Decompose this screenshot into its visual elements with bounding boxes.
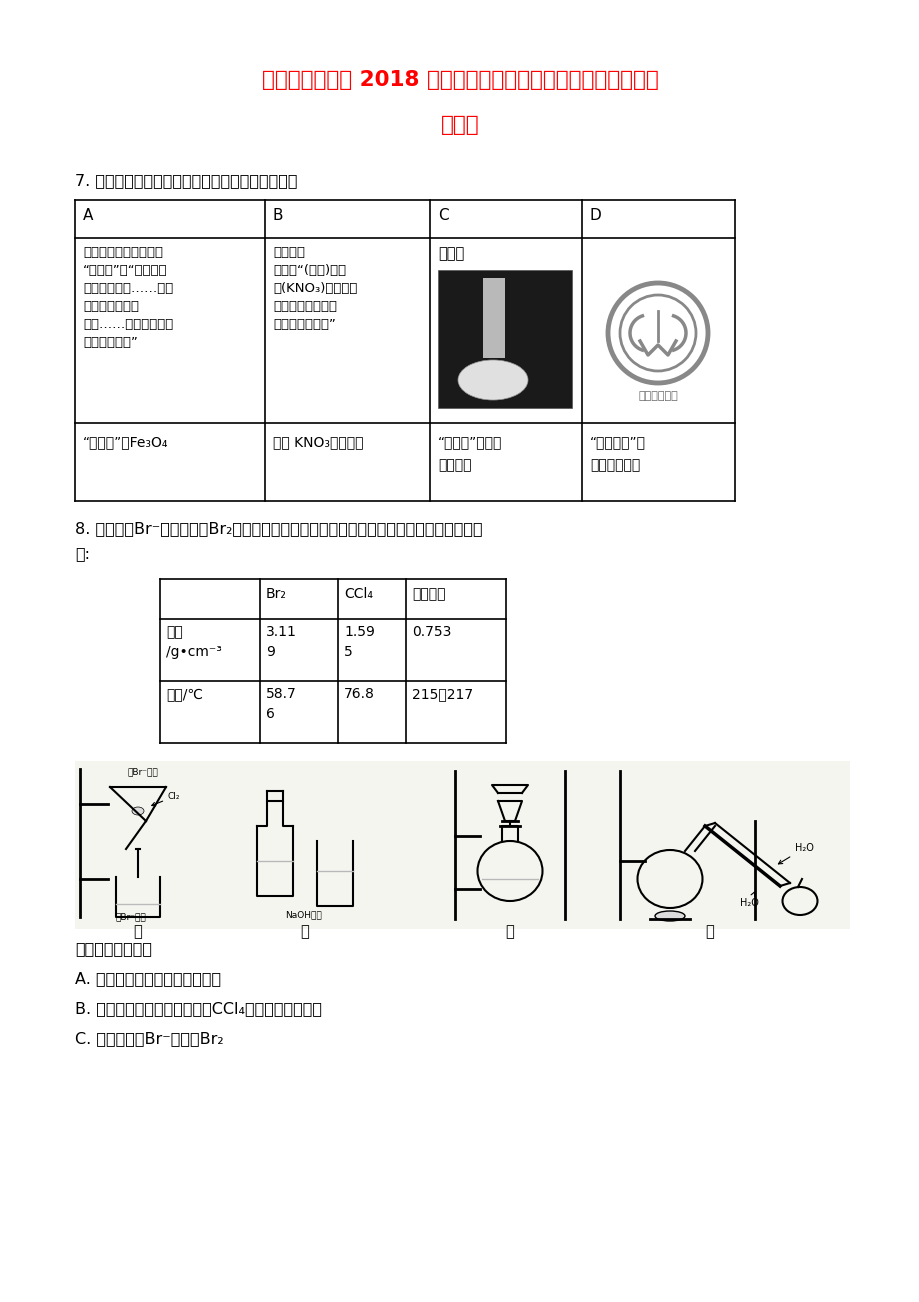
Text: NaOH溶液: NaOH溶液: [285, 910, 322, 919]
Text: “绿色食品”是
指绿色的食品: “绿色食品”是 指绿色的食品: [589, 435, 645, 471]
Text: D: D: [589, 208, 601, 223]
Text: 乙: 乙: [301, 924, 309, 939]
Text: 5: 5: [344, 644, 352, 659]
Text: 3.11: 3.11: [266, 625, 297, 639]
Text: 6: 6: [266, 707, 275, 721]
Text: 含Br⁻废水: 含Br⁻废水: [128, 767, 159, 776]
Text: 绿色食品标志: 绿色食品标志: [638, 391, 677, 401]
Text: Cl₂: Cl₂: [152, 792, 180, 806]
Text: “可燃冰”是可以
燃烧的水: “可燃冰”是可以 燃烧的水: [437, 435, 502, 471]
Text: 知:: 知:: [75, 546, 90, 561]
Text: CCl₄: CCl₄: [344, 587, 372, 602]
Bar: [482, 279, 505, 358]
Text: 正十二烷: 正十二烷: [412, 587, 445, 602]
Text: 8. 一种从含Br⁻废水中提取Br₂的过程，包括过滤、氧化、正十二烷萃取及蒸馏等步骤。已: 8. 一种从含Br⁻废水中提取Br₂的过程，包括过滤、氧化、正十二烷萃取及蒸馏等…: [75, 521, 482, 536]
Text: 215～217: 215～217: [412, 687, 472, 700]
Text: 沸点/℃: 沸点/℃: [165, 687, 203, 700]
Text: 9: 9: [266, 644, 275, 659]
Ellipse shape: [458, 359, 528, 400]
Text: “铁线粉”是Fe₃O₄: “铁线粉”是Fe₃O₄: [83, 435, 168, 449]
Text: 河南省豫南九校 2018 届高三理综（化学部分）下学期第一次联: 河南省豫南九校 2018 届高三理综（化学部分）下学期第一次联: [261, 70, 658, 90]
Text: /g•cm⁻³: /g•cm⁻³: [165, 644, 221, 659]
Ellipse shape: [131, 807, 144, 815]
Text: 下列说法正确的是: 下列说法正确的是: [75, 941, 152, 956]
Text: 《本草纲目拾遗》中述
“铁线粉”：“粤中洋行
有舶上铁丝，……日久
起销，用刀刮其
销，……，所刮下之销
末，名铁线粉”: 《本草纲目拾遗》中述 “铁线粉”：“粤中洋行 有舶上铁丝，……日久 起销，用刀刮…: [83, 246, 173, 349]
Text: Br₂: Br₂: [266, 587, 287, 602]
Text: 7. 根据所给的信息和标志，判断下列说法正确的是: 7. 根据所给的信息和标志，判断下列说法正确的是: [75, 173, 297, 187]
Text: H₂O: H₂O: [777, 842, 813, 865]
Text: 58.7: 58.7: [266, 687, 297, 700]
Text: 丙: 丙: [505, 924, 514, 939]
Text: 1.59: 1.59: [344, 625, 374, 639]
Text: 考试题: 考试题: [440, 115, 479, 135]
Text: 76.8: 76.8: [344, 687, 374, 700]
Text: 密度: 密度: [165, 625, 183, 639]
Text: 甲: 甲: [133, 924, 142, 939]
Text: 可燃冰: 可燃冰: [437, 246, 464, 260]
Text: 利用 KNO₃的氧化性: 利用 KNO₃的氧化性: [273, 435, 363, 449]
Text: C. 用乙装置将Br⁻氧化为Br₂: C. 用乙装置将Br⁻氧化为Br₂: [75, 1031, 223, 1046]
Ellipse shape: [654, 911, 685, 921]
Text: 丁: 丁: [705, 924, 713, 939]
Text: 0.753: 0.753: [412, 625, 451, 639]
Text: 《本草纲
目》：“(火药)乃焰
消(KNO₃)、硫黄、
杉木炭所合，以为
烽燧筑机诸药者”: 《本草纲 目》：“(火药)乃焰 消(KNO₃)、硫黄、 杉木炭所合，以为 烽燧筑…: [273, 246, 357, 331]
Text: B. 丙装置中用正十二烷而不用CCl₄，是因为其密度小: B. 丙装置中用正十二烷而不用CCl₄，是因为其密度小: [75, 1001, 322, 1016]
Text: 含Br⁻溶液: 含Br⁻溶液: [116, 911, 147, 921]
Text: A: A: [83, 208, 93, 223]
Bar: [437, 270, 572, 408]
Text: H₂O: H₂O: [739, 892, 758, 907]
Text: A. 用甲装置过滤时，需不断搅拌: A. 用甲装置过滤时，需不断搅拌: [75, 971, 221, 986]
Text: C: C: [437, 208, 448, 223]
Text: B: B: [273, 208, 283, 223]
Bar: [75, 760, 849, 930]
